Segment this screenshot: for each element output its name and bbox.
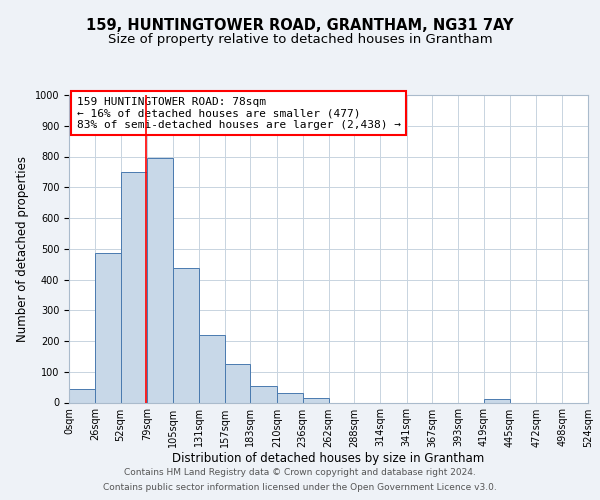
Bar [303, 398, 329, 402]
Bar [95, 254, 121, 402]
Text: 159 HUNTINGTOWER ROAD: 78sqm
← 16% of detached houses are smaller (477)
83% of s: 159 HUNTINGTOWER ROAD: 78sqm ← 16% of de… [77, 96, 401, 130]
Text: 159, HUNTINGTOWER ROAD, GRANTHAM, NG31 7AY: 159, HUNTINGTOWER ROAD, GRANTHAM, NG31 7… [86, 18, 514, 32]
X-axis label: Distribution of detached houses by size in Grantham: Distribution of detached houses by size … [172, 452, 485, 466]
Bar [224, 364, 250, 403]
Bar [277, 394, 303, 402]
Text: Size of property relative to detached houses in Grantham: Size of property relative to detached ho… [107, 32, 493, 46]
Text: Contains HM Land Registry data © Crown copyright and database right 2024.: Contains HM Land Registry data © Crown c… [124, 468, 476, 477]
Bar [199, 335, 224, 402]
Y-axis label: Number of detached properties: Number of detached properties [16, 156, 29, 342]
Bar [121, 172, 147, 402]
Bar [147, 158, 173, 402]
Bar [250, 386, 277, 402]
Bar [173, 268, 199, 402]
Bar [484, 400, 510, 402]
Bar [69, 388, 95, 402]
Text: Contains public sector information licensed under the Open Government Licence v3: Contains public sector information licen… [103, 483, 497, 492]
